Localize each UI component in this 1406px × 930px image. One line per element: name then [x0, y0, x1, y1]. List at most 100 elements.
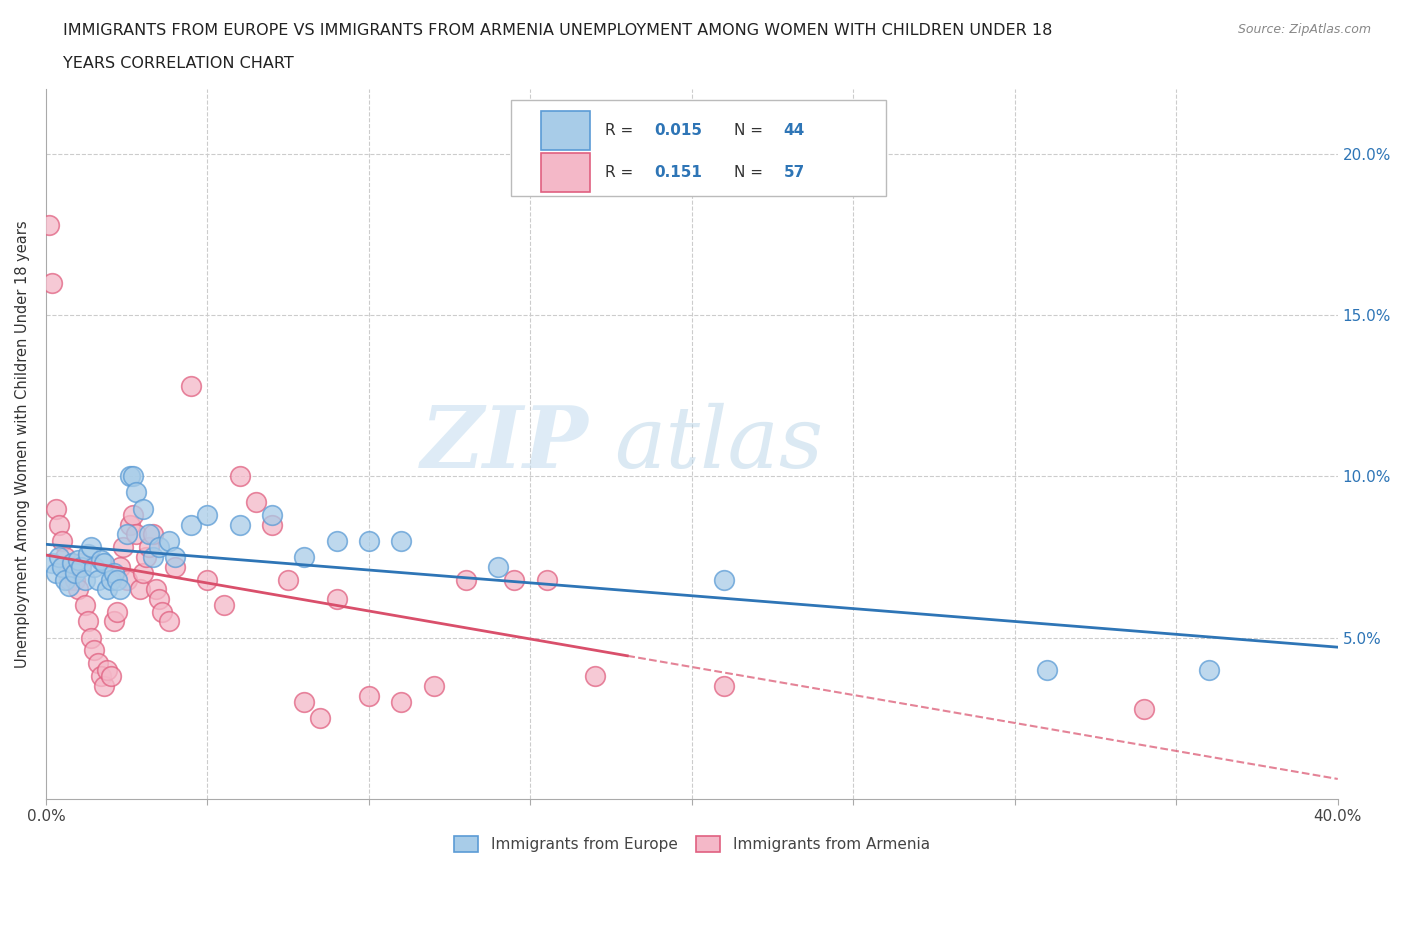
Point [122, 508, 145, 523]
Point [77, 546, 100, 561]
Point [132, 501, 155, 516]
Y-axis label: Unemployment Among Women with Children Under 18 years: Unemployment Among Women with Children U… [15, 220, 30, 668]
Point [67, 552, 90, 567]
Point [110, 559, 132, 574]
Point [122, 469, 145, 484]
Point [86, 656, 108, 671]
Point [713, 572, 735, 587]
Point [70, 556, 93, 571]
Point [105, 604, 128, 619]
Point [83, 559, 105, 574]
Point [1036, 662, 1059, 677]
Point [180, 517, 202, 532]
Point [80, 539, 103, 554]
Point [389, 534, 412, 549]
Point [260, 517, 283, 532]
Point [103, 614, 125, 629]
Point [125, 485, 148, 500]
Point [309, 711, 332, 725]
Point [389, 695, 412, 710]
Point [165, 559, 187, 574]
Point [277, 572, 299, 587]
Point [105, 572, 128, 587]
Point [93, 679, 115, 694]
Point [60, 559, 83, 574]
Point [292, 695, 315, 710]
Text: YEARS CORRELATION CHART: YEARS CORRELATION CHART [63, 56, 294, 71]
Point [70, 559, 93, 574]
Text: Source: ZipAtlas.com: Source: ZipAtlas.com [1237, 23, 1371, 36]
Text: ZIP: ZIP [420, 403, 589, 485]
Point [63, 572, 86, 587]
Point [138, 527, 160, 542]
Point [41, 275, 63, 290]
Point [38, 218, 60, 232]
Point [48, 550, 70, 565]
Text: 57: 57 [783, 166, 804, 180]
Point [96, 582, 118, 597]
Point [197, 508, 219, 523]
Point [180, 379, 202, 393]
Point [503, 572, 526, 587]
Point [53, 550, 76, 565]
FancyBboxPatch shape [541, 153, 589, 193]
Point [165, 550, 187, 565]
Point [486, 559, 509, 574]
Point [103, 565, 125, 580]
Point [51, 534, 73, 549]
Point [58, 572, 80, 587]
Point [80, 631, 103, 645]
Point [58, 578, 80, 593]
Point [53, 572, 76, 587]
Point [135, 550, 157, 565]
Point [260, 508, 283, 523]
Point [45, 565, 67, 580]
Point [357, 688, 380, 703]
Point [90, 669, 112, 684]
Point [292, 550, 315, 565]
Point [422, 679, 444, 694]
Point [63, 565, 86, 580]
Point [357, 534, 380, 549]
Point [77, 614, 100, 629]
Point [145, 582, 167, 597]
Point [93, 556, 115, 571]
Point [245, 495, 267, 510]
Point [141, 550, 163, 565]
Point [1133, 701, 1156, 716]
Point [96, 662, 118, 677]
Point [148, 539, 170, 554]
Text: R =: R = [606, 123, 638, 138]
Point [83, 643, 105, 658]
Point [536, 572, 558, 587]
Point [73, 598, 96, 613]
Point [148, 591, 170, 606]
Point [118, 469, 141, 484]
Point [713, 679, 735, 694]
Point [1198, 662, 1220, 677]
Point [100, 669, 122, 684]
Point [132, 565, 155, 580]
Point [583, 669, 606, 684]
Point [325, 591, 347, 606]
Text: N =: N = [734, 123, 768, 138]
Point [125, 527, 148, 542]
Point [229, 469, 252, 484]
Point [157, 534, 180, 549]
Text: atlas: atlas [614, 403, 824, 485]
Point [115, 572, 138, 587]
Point [48, 517, 70, 532]
Point [110, 582, 132, 597]
Text: 0.151: 0.151 [654, 166, 702, 180]
Point [100, 572, 122, 587]
Text: R =: R = [606, 166, 638, 180]
Point [115, 527, 138, 542]
Point [212, 598, 235, 613]
FancyBboxPatch shape [510, 100, 886, 196]
Point [150, 604, 173, 619]
Text: IMMIGRANTS FROM EUROPE VS IMMIGRANTS FROM ARMENIA UNEMPLOYMENT AMONG WOMEN WITH : IMMIGRANTS FROM EUROPE VS IMMIGRANTS FRO… [63, 23, 1053, 38]
Legend: Immigrants from Europe, Immigrants from Armenia: Immigrants from Europe, Immigrants from … [449, 830, 936, 858]
Point [229, 517, 252, 532]
Text: 0.015: 0.015 [654, 123, 703, 138]
Point [60, 556, 83, 571]
